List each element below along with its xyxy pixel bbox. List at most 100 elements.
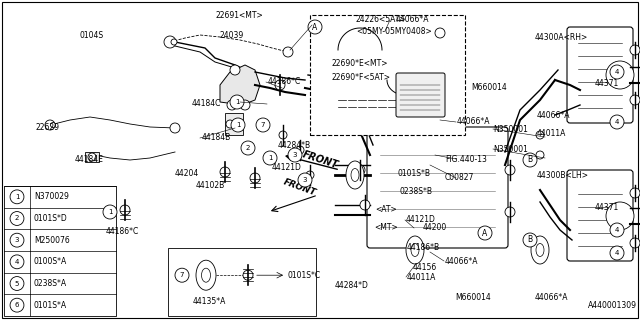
Text: 24226<5AT>: 24226<5AT> xyxy=(356,15,406,25)
Circle shape xyxy=(505,207,515,217)
Circle shape xyxy=(256,118,270,132)
Circle shape xyxy=(45,120,55,130)
Text: 44066*A: 44066*A xyxy=(396,15,429,25)
Text: 0238S*A: 0238S*A xyxy=(34,279,67,288)
Text: <MT>: <MT> xyxy=(374,223,397,233)
Text: 2: 2 xyxy=(246,145,250,151)
Text: 3: 3 xyxy=(15,237,19,243)
Ellipse shape xyxy=(202,268,211,282)
Text: 44066*A: 44066*A xyxy=(537,111,570,121)
Text: 7: 7 xyxy=(260,122,265,128)
Text: N370029: N370029 xyxy=(34,192,69,201)
Circle shape xyxy=(230,65,240,75)
Text: FRONT: FRONT xyxy=(301,149,339,171)
Text: 44066*A: 44066*A xyxy=(535,293,568,302)
Text: 4: 4 xyxy=(615,227,619,233)
Bar xyxy=(85,152,99,162)
Text: 1: 1 xyxy=(235,99,239,105)
Text: 44284*B: 44284*B xyxy=(278,141,311,150)
Text: FRONT: FRONT xyxy=(282,178,317,198)
Circle shape xyxy=(536,151,544,159)
Bar xyxy=(168,248,316,316)
Circle shape xyxy=(275,80,285,90)
Text: 44066*A: 44066*A xyxy=(445,257,479,266)
Text: 4: 4 xyxy=(615,119,619,125)
Text: 0101S*D: 0101S*D xyxy=(34,214,68,223)
Text: 44184C: 44184C xyxy=(192,100,221,108)
Text: 44300A<RH>: 44300A<RH> xyxy=(535,34,588,43)
Circle shape xyxy=(630,45,640,55)
Circle shape xyxy=(88,153,96,161)
Text: 44204: 44204 xyxy=(175,169,199,178)
Ellipse shape xyxy=(531,236,549,264)
Circle shape xyxy=(103,205,117,219)
Text: 44156: 44156 xyxy=(413,262,437,271)
Text: 44186*C: 44186*C xyxy=(106,228,140,236)
Ellipse shape xyxy=(351,169,359,181)
Circle shape xyxy=(51,123,56,127)
Polygon shape xyxy=(220,65,260,105)
Ellipse shape xyxy=(346,161,364,189)
Ellipse shape xyxy=(196,260,216,290)
Text: 22690*F<5AT>: 22690*F<5AT> xyxy=(332,73,391,82)
Text: 24039: 24039 xyxy=(220,31,244,41)
Text: 22690*E<MT>: 22690*E<MT> xyxy=(332,60,388,68)
Circle shape xyxy=(288,148,302,162)
Circle shape xyxy=(226,120,234,128)
Circle shape xyxy=(610,246,624,260)
Text: M660014: M660014 xyxy=(471,84,507,92)
Circle shape xyxy=(523,233,537,247)
Text: 44121D: 44121D xyxy=(406,214,436,223)
Text: 44135*A: 44135*A xyxy=(193,298,227,307)
Circle shape xyxy=(241,141,255,155)
Text: 44066*A: 44066*A xyxy=(457,117,490,126)
Circle shape xyxy=(120,205,130,215)
Circle shape xyxy=(227,100,237,110)
Ellipse shape xyxy=(411,244,419,257)
Text: 0238S*B: 0238S*B xyxy=(400,188,433,196)
Text: 44011A: 44011A xyxy=(537,129,566,138)
Circle shape xyxy=(355,165,365,175)
Text: B: B xyxy=(527,236,532,244)
Circle shape xyxy=(306,171,314,179)
Circle shape xyxy=(250,173,260,183)
Text: M660014: M660014 xyxy=(455,293,491,302)
Text: 4: 4 xyxy=(615,250,619,256)
Text: 44371: 44371 xyxy=(595,203,620,212)
Text: 7: 7 xyxy=(180,272,184,278)
Circle shape xyxy=(478,226,492,240)
Circle shape xyxy=(630,95,640,105)
Text: 22629: 22629 xyxy=(35,124,59,132)
Circle shape xyxy=(610,65,624,79)
Text: A: A xyxy=(483,228,488,237)
Text: 44102B: 44102B xyxy=(196,181,225,190)
Text: B: B xyxy=(527,156,532,164)
Text: 0101S*B: 0101S*B xyxy=(397,169,430,178)
Circle shape xyxy=(10,233,24,247)
Circle shape xyxy=(10,276,24,291)
Text: 0100S*A: 0100S*A xyxy=(34,257,67,266)
Circle shape xyxy=(630,238,640,248)
Circle shape xyxy=(10,190,24,204)
Text: N350001: N350001 xyxy=(493,124,528,133)
Bar xyxy=(225,113,243,135)
Text: 5: 5 xyxy=(15,281,19,286)
Text: 1: 1 xyxy=(15,194,19,200)
Circle shape xyxy=(175,268,189,282)
Text: 44011A: 44011A xyxy=(407,273,436,282)
Circle shape xyxy=(360,200,370,210)
Text: 4: 4 xyxy=(615,69,619,75)
Circle shape xyxy=(283,47,293,57)
Text: 44186*C: 44186*C xyxy=(268,77,301,86)
Circle shape xyxy=(164,36,176,48)
Circle shape xyxy=(240,100,250,110)
Circle shape xyxy=(610,223,624,237)
Text: 22691<MT>: 22691<MT> xyxy=(216,11,264,20)
Circle shape xyxy=(606,61,634,89)
Text: 44184B: 44184B xyxy=(202,133,231,142)
Bar xyxy=(310,15,465,135)
Text: 44121D: 44121D xyxy=(272,163,302,172)
Text: 1: 1 xyxy=(236,122,240,128)
Text: 0104S: 0104S xyxy=(80,31,104,41)
Bar xyxy=(4,186,116,316)
